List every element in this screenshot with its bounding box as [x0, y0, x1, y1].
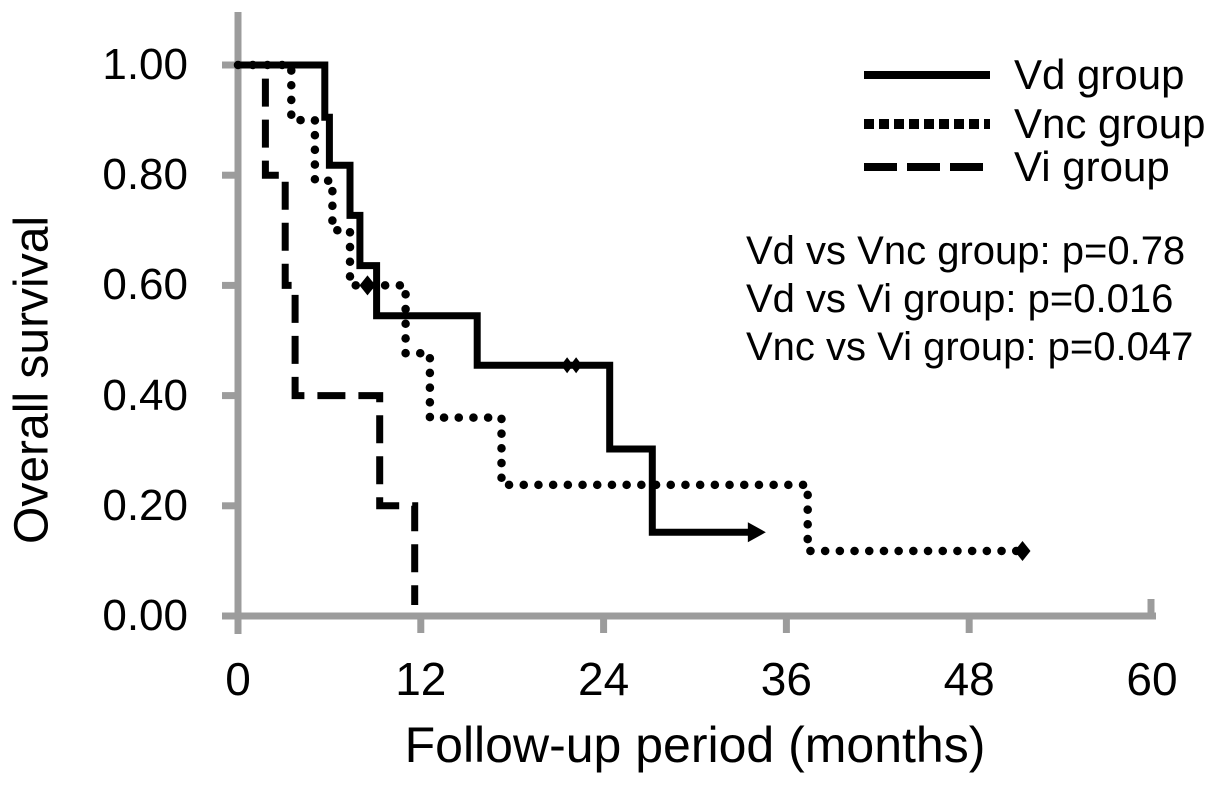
x-tick-label-60: 60: [1126, 653, 1178, 705]
legend: Vd group Vnc group Vi group: [862, 0, 1205, 200]
x-tick-label-0: 0: [225, 653, 251, 705]
arrow-right-marker: [747, 522, 766, 543]
legend-label-vnc-group: Vnc group: [1014, 100, 1205, 147]
legend-row-vi-group: Vi group: [862, 143, 1170, 191]
annotation-vd-vs-vi: Vd vs Vi group: p=0.016: [746, 277, 1174, 321]
y-tick-label-0.60: 0.60: [102, 260, 188, 310]
y-axis-title: Overall survival: [5, 215, 59, 545]
censor-double-diamond-marker: [561, 357, 583, 374]
pvalue-annotations: Vd vs Vnc group: p=0.78 Vd vs Vi group: …: [746, 227, 1193, 371]
x-tick-label-12: 12: [395, 653, 447, 705]
x-tick-label-24: 24: [577, 653, 630, 705]
x-tick-label-36: 36: [760, 653, 812, 705]
legend-row-vd-group: Vd group: [862, 51, 1184, 99]
y-tick-label-0.00: 0.00: [102, 591, 188, 640]
legend-label-vd-group: Vd group: [1014, 51, 1185, 98]
y-tick-label-1.00: 1.00: [102, 40, 188, 89]
x-tick-label-48: 48: [943, 653, 995, 705]
censor-diamond-marker: [359, 275, 376, 296]
legend-line-sample-dotted: [864, 119, 990, 129]
curve-vd-group: [238, 61, 750, 536]
curve-vi-group: [238, 61, 419, 605]
y-tick-label-0.20: 0.20: [102, 480, 188, 530]
x-axis-title: Follow-up period (months): [404, 717, 986, 773]
legend-line-sample-dashed: [864, 163, 990, 171]
legend-label-vi-group: Vi group: [1014, 143, 1170, 190]
y-tick-label-0.80: 0.80: [102, 150, 188, 200]
censor-diamond-marker: [1014, 540, 1031, 561]
y-tick-label-0.40: 0.40: [102, 370, 188, 420]
annotation-vd-vs-vnc: Vd vs Vnc group: p=0.78: [746, 229, 1186, 273]
annotation-vnc-vs-vi: Vnc vs Vi group: p=0.047: [746, 325, 1194, 369]
legend-line-sample-solid: [864, 71, 990, 79]
curve-vnc-group: [233, 60, 1027, 556]
legend-row-vnc-group: Vnc group: [862, 100, 1205, 148]
